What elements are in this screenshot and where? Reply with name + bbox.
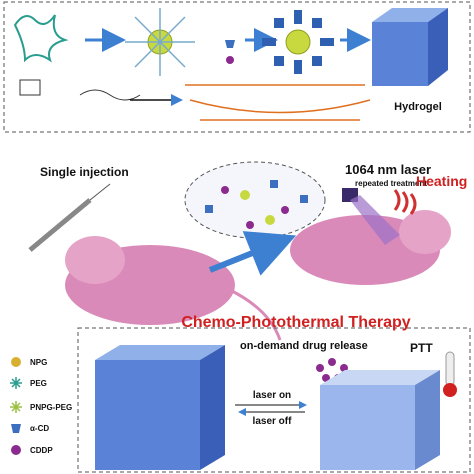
cube-side [200,345,225,470]
cddp-icon [226,56,234,64]
ptt-label: PTT [410,341,433,355]
legend-icon [11,424,21,433]
cube-top [320,370,440,385]
monomers [19,79,141,101]
laser-off-label: laser off [253,416,293,427]
cube-top [95,345,225,360]
legend-icon [10,401,22,413]
laser-sublabel: repeated treatment [355,179,427,188]
cd-icon [225,40,235,48]
legend-icon [11,445,21,455]
release-label: on-demand drug release [240,340,368,352]
injection-label: Single injection [40,165,129,179]
cube-front [372,22,428,86]
hydrogel-label: Hydrogel [394,101,442,113]
thermometer [445,351,455,387]
mouse-head [399,210,451,254]
npg-particle [285,29,311,55]
laser-on-label: laser on [253,390,291,401]
legend-label: NPG [30,358,47,367]
polymer-structure [185,84,371,121]
mouse-tail [229,288,282,341]
threaded-cds [262,10,334,74]
thermometer-bulb [443,383,457,397]
cube-side [428,8,448,86]
legend-label: PNPG-PEG [30,403,72,412]
cube-front [95,360,200,470]
legend-icon [11,357,21,367]
bubble-contents [205,180,308,229]
laser-label: 1064 nm laser [345,162,431,177]
legend-label: α-CD [30,424,49,433]
cube-side [415,370,440,470]
therapy-title: Chemo-Photothermal Therapy [181,314,410,331]
legend-icon [10,377,22,389]
polymer-chain [13,14,69,63]
arrow [208,231,297,276]
heating-label: Heating [416,173,467,189]
heat-waves [393,189,417,215]
legend-label: PEG [30,379,47,388]
mouse-head [65,236,125,284]
legend-label: CDDP [30,446,53,455]
top-panel [3,1,471,133]
syringe [28,198,92,252]
cube-front [320,385,415,470]
therapy-panel [77,327,471,473]
laser-beam [350,195,400,245]
peg-arms [125,8,195,76]
cube-top [372,8,448,22]
needle [89,183,111,201]
